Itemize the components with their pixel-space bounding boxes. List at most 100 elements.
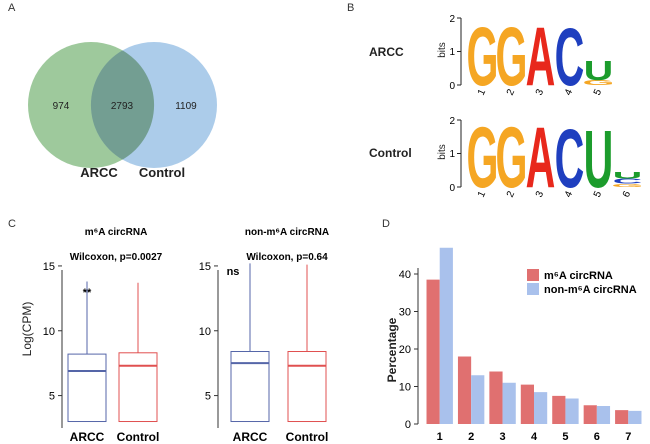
logo-letter-u: U	[584, 55, 614, 86]
logo-label-arcc: ARCC	[369, 45, 404, 59]
logo-letter-g: G	[467, 110, 499, 206]
bar-m6a	[520, 384, 534, 424]
logo-letter-a: A	[526, 9, 556, 103]
legend-label-m6a: m⁶A circRNA	[544, 270, 613, 282]
logo-position-label: 3	[534, 87, 547, 97]
logo-position-label: 1	[476, 87, 489, 97]
logo-ytick-label: 0	[449, 183, 455, 194]
bar-non-m6a	[565, 398, 579, 424]
boxplot-ytick-label: 15	[43, 261, 55, 273]
boxplot-annotation-non-m6a: ns	[227, 266, 240, 278]
bar-xtick-label: 1	[437, 431, 443, 443]
logo-positions-control: 1 2 3 4 5 6	[476, 189, 634, 199]
logo-position-label: 2	[505, 87, 518, 97]
logo-letter-c: C	[555, 12, 585, 103]
boxplot-title-m6a: m⁶A circRNA	[85, 227, 148, 238]
bar-xtick-label: 7	[625, 431, 631, 443]
bar-non-m6a	[439, 247, 453, 424]
boxplot-ytick-label: 15	[199, 261, 211, 273]
panel-letter-a: A	[8, 2, 16, 14]
logo-letter-c: C	[555, 111, 585, 205]
bar-non-m6a	[596, 406, 611, 424]
logo-ylabel-arcc: bits	[437, 42, 448, 58]
logo-letter-u: U	[613, 171, 643, 181]
boxplot-xlabel: ARCC	[233, 430, 268, 444]
boxplot-ytick-label: 10	[199, 326, 211, 338]
boxplot-xlabel: ARCC	[70, 430, 105, 444]
panel-letter-c: C	[8, 218, 16, 230]
logo-position-label: 4	[563, 189, 576, 199]
bar-m6a	[615, 410, 629, 424]
boxplot-ytick-label: 10	[43, 326, 55, 338]
boxplot-xlabel: Control	[117, 430, 160, 444]
logo-position-label: 3	[534, 189, 547, 199]
venn-count-right: 1109	[175, 101, 197, 112]
bar-m6a	[583, 405, 597, 424]
bar-non-m6a	[628, 410, 642, 424]
logo-label-control: Control	[369, 146, 412, 160]
logo-position-label: 5	[592, 189, 605, 199]
logo-position-label: 2	[505, 189, 518, 199]
bar-non-m6a	[502, 382, 516, 424]
panel-letter-b: B	[347, 2, 355, 14]
boxplot-ytick-label: 5	[49, 391, 55, 403]
logo-position-label: 4	[563, 87, 576, 97]
bar-ytick-label: 30	[399, 307, 411, 319]
bar-xtick-label: 3	[500, 431, 506, 443]
venn-count-overlap: 2793	[111, 101, 134, 112]
logo-ytick-label: 1	[449, 47, 455, 58]
venn-overlap	[90, 50, 155, 160]
panel-letter-d: D	[382, 218, 390, 230]
bar-m6a	[489, 371, 503, 424]
legend-swatch-m6a	[527, 269, 539, 281]
logo-letter-g: G	[496, 9, 528, 103]
logo-ytick-label: 1	[449, 149, 455, 160]
bar-non-m6a	[534, 392, 548, 424]
boxplot-non-m6a: non-m⁶A circRNA Wilcoxon, p=0.64 ns ARCC…	[199, 227, 329, 444]
boxplot-xlabel: Control	[286, 430, 329, 444]
logo-letter-g: G	[467, 9, 499, 103]
bar-ytick-label: 20	[399, 344, 411, 356]
logo-positions-arcc: 1 2 3 4 5	[476, 87, 605, 97]
venn-label-control: Control	[139, 165, 185, 180]
boxplot-box	[67, 353, 107, 423]
boxplot-panel: Log(CPM) m⁶A circRNA Wilcoxon, p=0.0027 …	[20, 227, 329, 444]
boxplot-subtitle-m6a: Wilcoxon, p=0.0027	[70, 252, 163, 263]
bar-xtick-label: 4	[531, 431, 538, 443]
bar-m6a	[457, 356, 472, 424]
boxplot-ylabel: Log(CPM)	[20, 302, 34, 357]
logo-position-label: 6	[621, 189, 634, 199]
boxplot-box	[287, 351, 327, 423]
bar-xtick-label: 6	[594, 431, 600, 443]
bar-m6a	[426, 279, 440, 424]
venn-count-left: 974	[53, 101, 70, 112]
logo-ylabel-control: bits	[437, 144, 448, 160]
legend-swatch-non-m6a	[527, 283, 539, 295]
bar-legend: m⁶A circRNA non-m⁶A circRNA	[527, 269, 637, 296]
boxplot-box	[230, 351, 270, 423]
bar-m6a	[552, 395, 566, 424]
logo-letter-a: A	[526, 110, 556, 206]
logo-letter-c: C	[613, 177, 643, 185]
logo-letters-arcc: GGA CGU	[467, 9, 615, 103]
logo-letter-u: U	[584, 114, 614, 205]
bar-xtick-label: 5	[562, 431, 568, 443]
legend-label-non-m6a: non-m⁶A circRNA	[544, 284, 637, 296]
logo-ytick-label: 2	[449, 14, 455, 25]
venn-label-arcc: ARCC	[80, 165, 118, 180]
logo-position-label: 1	[476, 189, 489, 199]
venn-diagram: 974 2793 1109 ARCC Control	[28, 42, 217, 180]
bar-non-m6a	[471, 375, 485, 424]
boxplot-m6a: m⁶A circRNA Wilcoxon, p=0.0027 ** ARCC C…	[43, 227, 163, 444]
bar-ytick-label: 10	[399, 382, 411, 394]
logo-letter-g: G	[496, 110, 528, 206]
boxplot-subtitle-non-m6a: Wilcoxon, p=0.64	[246, 252, 328, 263]
bar-ylabel: Percentage	[385, 317, 399, 382]
boxplot-title-non-m6a: non-m⁶A circRNA	[245, 227, 329, 238]
logo-ytick-label: 0	[449, 81, 455, 92]
